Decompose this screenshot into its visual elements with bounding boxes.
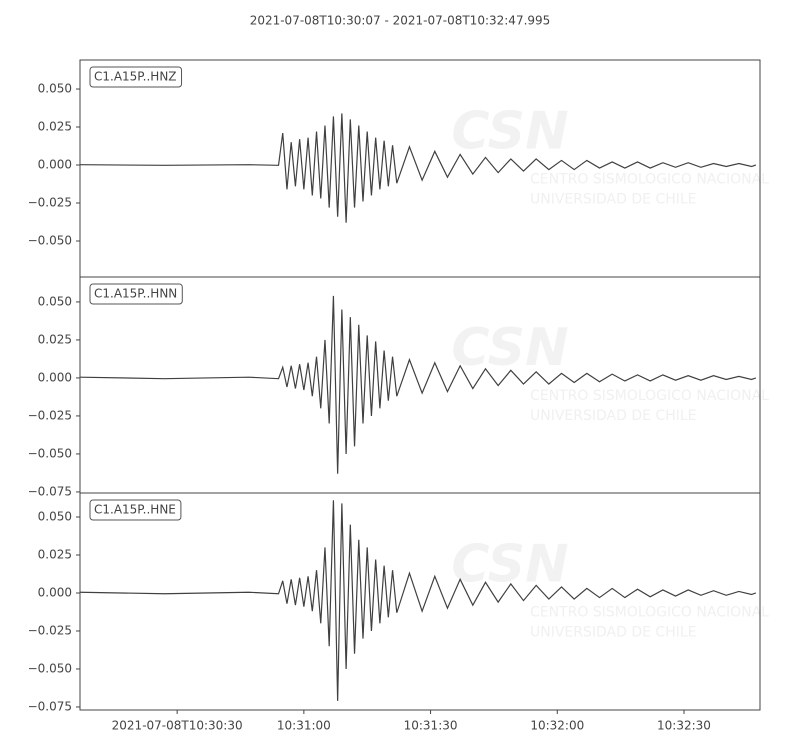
y-tick-label: −0.050 — [28, 233, 72, 247]
y-tick-label: −0.025 — [28, 623, 72, 637]
y-tick-label: 0.050 — [38, 82, 72, 96]
y-tick-label: 0.050 — [38, 294, 72, 308]
watermark: CSN — [451, 318, 568, 378]
y-tick-label: −0.050 — [28, 446, 72, 460]
y-tick-label: 0.000 — [38, 370, 72, 384]
waveform — [79, 295, 757, 474]
watermark: UNIVERSIDAD DE CHILE — [530, 624, 697, 640]
x-tick-label: 10:31:30 — [404, 719, 458, 733]
x-tick-label: 2021-07-08T10:30:30 — [112, 719, 243, 733]
watermark: UNIVERSIDAD DE CHILE — [530, 191, 697, 207]
annotation: C1.A15P..HNE — [94, 503, 176, 517]
watermark: UNIVERSIDAD DE CHILE — [530, 408, 697, 424]
panel-frame — [79, 59, 761, 278]
annotation-box — [89, 66, 183, 88]
annotation: C1.A15P..HNZ — [94, 70, 177, 84]
x-tick-label: 10:32:30 — [657, 719, 711, 733]
waveform — [79, 113, 757, 223]
panel-frame — [79, 276, 761, 494]
y-tick-label: −0.025 — [28, 195, 72, 209]
waveform — [79, 500, 757, 701]
y-tick-label: 0.025 — [38, 332, 72, 346]
x-tick-label: 10:31:00 — [277, 719, 331, 733]
y-tick-label: −0.050 — [28, 661, 72, 675]
y-tick-label: −0.025 — [28, 408, 72, 422]
watermark: CENTRO SISMOLOGICO NACIONAL — [530, 388, 769, 404]
annotation-box — [89, 499, 182, 521]
annotation-box — [89, 283, 183, 305]
y-tick-label: 0.000 — [38, 158, 72, 172]
watermark: CENTRO SISMOLOGICO NACIONAL — [530, 604, 769, 620]
panel-frame — [79, 492, 761, 711]
y-tick-label: −0.075 — [28, 699, 72, 713]
y-tick-label: 0.000 — [38, 585, 72, 599]
figure-title: 2021-07-08T10:30:07 - 2021-07-08T10:32:4… — [250, 14, 551, 28]
y-tick-label: 0.050 — [38, 510, 72, 524]
x-tick-label: 10:32:00 — [530, 719, 584, 733]
y-tick-label: −0.075 — [28, 484, 72, 498]
y-tick-label: 0.025 — [38, 120, 72, 134]
y-tick-label: 0.025 — [38, 548, 72, 562]
watermark: CSN — [451, 101, 568, 161]
annotation: C1.A15P..HNN — [94, 287, 177, 301]
watermark: CENTRO SISMOLOGICO NACIONAL — [530, 171, 769, 187]
